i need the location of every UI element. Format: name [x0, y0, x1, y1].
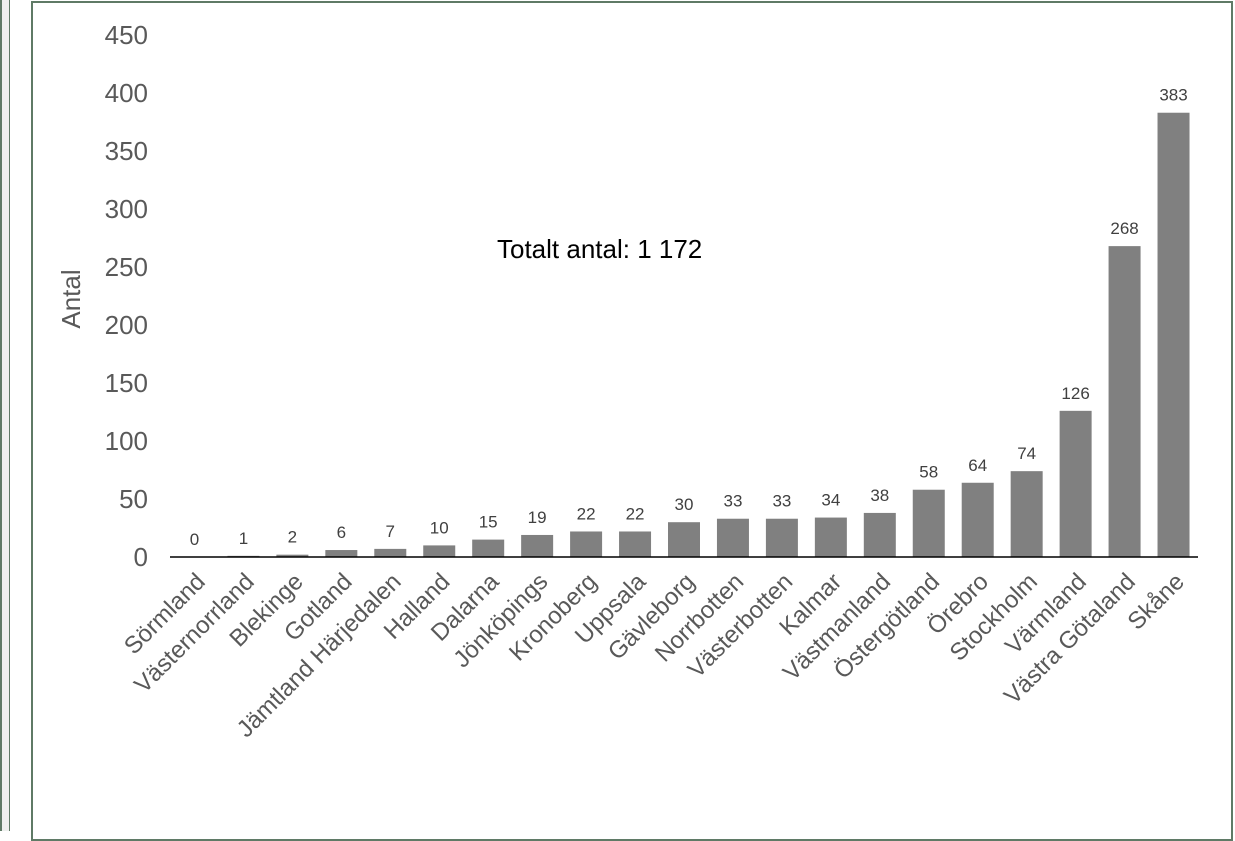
x-axis-categories: SörmlandVästernorrlandBlekingeGotlandJäm…: [119, 568, 1190, 743]
y-axis-label: Antal: [56, 269, 86, 328]
bar: [472, 539, 505, 557]
bar: [521, 534, 554, 557]
data-label: 10: [430, 518, 449, 537]
y-tick-label: 350: [105, 136, 148, 166]
bar: [1059, 410, 1092, 557]
bar: [961, 482, 994, 557]
data-label: 33: [723, 492, 742, 511]
data-label: 22: [626, 504, 645, 523]
bar: [716, 518, 749, 557]
bar: [570, 531, 603, 557]
bar: [619, 531, 652, 557]
data-label: 58: [919, 463, 938, 482]
data-label: 34: [821, 491, 840, 510]
data-label: 126: [1061, 384, 1089, 403]
chart-frame: [31, 1, 1233, 841]
data-label: 6: [337, 523, 346, 542]
data-label: 1: [239, 529, 248, 548]
data-label: 30: [675, 495, 694, 514]
bar: [814, 517, 847, 557]
bar: [1157, 112, 1190, 557]
y-tick-label: 50: [119, 484, 148, 514]
y-axis-ticks: 0 50 100 150 200 250 300 350 400 450: [105, 20, 148, 572]
y-tick-label: 300: [105, 194, 148, 224]
bar: [1108, 246, 1141, 557]
bar: [423, 545, 456, 557]
bar: [374, 548, 407, 557]
total-annotation: Totalt antal: 1 172: [497, 234, 702, 264]
bar: [765, 518, 798, 557]
y-tick-label: 100: [105, 426, 148, 456]
data-label: 38: [870, 486, 889, 505]
data-label: 268: [1110, 219, 1138, 238]
bars: [227, 112, 1190, 557]
y-tick-label: 0: [134, 542, 148, 572]
data-label: 0: [190, 530, 199, 549]
data-label: 15: [479, 513, 498, 532]
bar: [1010, 471, 1043, 557]
y-tick-label: 450: [105, 20, 148, 50]
y-tick-label: 200: [105, 310, 148, 340]
bar: [863, 512, 896, 557]
data-label: 383: [1159, 86, 1187, 105]
data-label: 64: [968, 456, 987, 475]
y-tick-label: 400: [105, 78, 148, 108]
data-label: 2: [288, 528, 297, 547]
data-label: 74: [1017, 444, 1036, 463]
data-label: 7: [386, 522, 395, 541]
bar: [912, 489, 945, 557]
y-tick-label: 250: [105, 252, 148, 282]
data-label: 22: [577, 504, 596, 523]
left-panel-edge: [0, 0, 10, 831]
data-label: 33: [772, 492, 791, 511]
bar: [668, 522, 700, 557]
x-category-label: Skåne: [1123, 568, 1190, 635]
bar: [325, 550, 358, 557]
bar: [276, 554, 309, 557]
y-tick-label: 150: [105, 368, 148, 398]
data-label: 19: [528, 508, 547, 527]
